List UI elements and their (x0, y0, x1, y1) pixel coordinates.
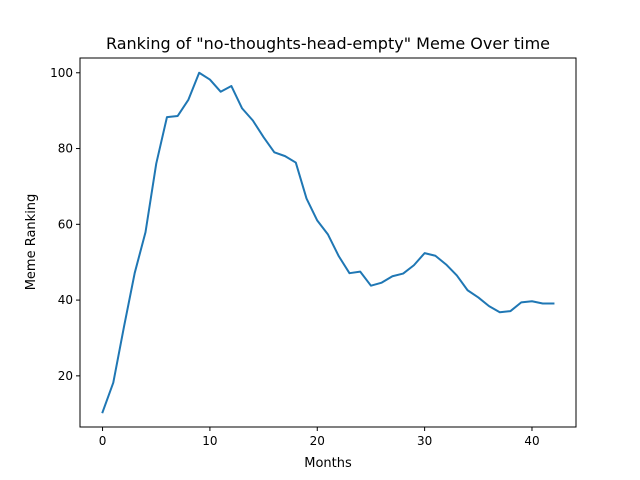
series-line (101, 71, 555, 414)
y-tick-label: 20 (58, 369, 73, 383)
x-tick-label: 0 (99, 434, 107, 448)
x-tick-label: 10 (202, 434, 217, 448)
x-axis: 0 10 20 30 40 (99, 427, 540, 448)
y-axis: 20 40 60 80 100 (50, 66, 80, 383)
x-tick-label: 20 (310, 434, 325, 448)
x-tick-label: 30 (417, 434, 432, 448)
y-tick-label: 40 (58, 293, 73, 307)
x-tick-label: 40 (524, 434, 539, 448)
y-tick-label: 100 (50, 66, 73, 80)
y-tick-label: 80 (58, 142, 73, 156)
chart-title: Ranking of "no-thoughts-head-empty" Meme… (106, 34, 550, 53)
plot-area (79, 57, 577, 428)
y-tick-label: 60 (58, 217, 73, 231)
x-axis-label: Months (304, 456, 352, 471)
y-axis-label: Meme Ranking (24, 194, 39, 291)
